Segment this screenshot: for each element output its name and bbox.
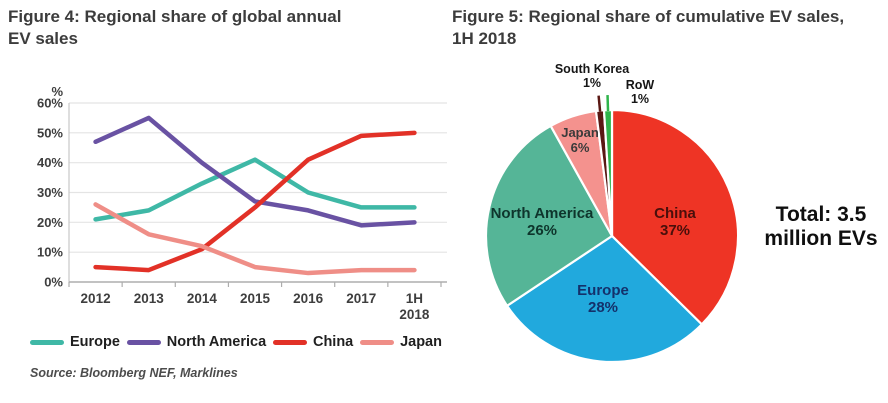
- legend-label-europe: Europe: [70, 334, 120, 350]
- figure4-panel: Figure 4: Regional share of global annua…: [8, 6, 447, 380]
- pie-label-name-south-korea: South Korea: [554, 62, 630, 76]
- x-tick-label-2015: 2015: [240, 291, 271, 306]
- total-annotation: Total: 3.5 million EVs: [764, 203, 877, 251]
- line-series-north-america: [93, 115, 417, 228]
- legend-item-japan: Japan: [360, 334, 442, 350]
- pie-leader-row: [606, 95, 610, 112]
- line-chart: % 0% 10% 20% 30% 40% 50% 60% 2012 2013 2014 2015 201…: [37, 84, 447, 322]
- pie-label-name-china: China: [654, 205, 696, 222]
- legend-item-north-america: North America: [126, 334, 267, 350]
- legend-swatch-europe: [30, 339, 64, 345]
- pie-chart: [484, 95, 740, 364]
- y-tick-label-20-: 20%: [37, 215, 63, 230]
- pie-slice-europe: [506, 234, 703, 364]
- legend-swatch-china: [272, 339, 307, 345]
- line-series-japan: [93, 202, 417, 276]
- legend-label-north-america: North America: [166, 334, 267, 350]
- figure4-title-line1: Figure 4: Regional share of global annua…: [8, 7, 342, 26]
- pie-label-name-north-america: North America: [490, 205, 594, 222]
- source-note: Source: Bloomberg NEF, Marklines: [30, 366, 238, 380]
- y-tick-label-30-: 30%: [37, 185, 63, 200]
- x-tick-label-1h-2018: 1H 2018: [399, 291, 430, 322]
- pie-label-pct-south-korea: 1%: [582, 76, 602, 90]
- legend-swatch-japan: [360, 339, 395, 345]
- pie-label-name-europe: Europe: [577, 282, 629, 299]
- legend-label-japan: Japan: [400, 334, 442, 350]
- legend-item-europe: Europe: [30, 334, 120, 350]
- pie-label-south-korea: South Korea 1%: [555, 62, 629, 90]
- pie-label-pct-north-america: 26%: [526, 221, 558, 239]
- pie-slice-north-america: [484, 124, 614, 307]
- pie-label-europe: Europe 28%: [577, 282, 629, 317]
- chart-legend: Europe North America China Japan: [30, 334, 442, 350]
- x-tick-label-2013: 2013: [134, 291, 165, 306]
- pie-label-name-japan: Japan: [561, 125, 599, 140]
- total-line2: million EVs: [764, 227, 878, 250]
- x-tick-label-2012: 2012: [81, 291, 111, 306]
- y-tick-label-40-: 40%: [37, 155, 63, 170]
- figure5-title-line1: Figure 5: Regional share of cumulative E…: [452, 7, 845, 26]
- pie-slice-china: [610, 108, 740, 326]
- line-series-europe: [93, 157, 417, 222]
- figure5-title-line2: 1H 2018: [452, 29, 517, 48]
- legend-swatch-north-america: [126, 339, 161, 345]
- y-axis-unit: %: [51, 84, 63, 99]
- x-tick-label-2014: 2014: [187, 291, 218, 306]
- y-tick-label-60-: 60%: [37, 96, 63, 111]
- x-tick-label-2017: 2017: [346, 291, 376, 306]
- pie-label-pct-japan: 6%: [570, 139, 590, 155]
- figure4-title-line2: EV sales: [8, 29, 78, 48]
- legend-item-china: China: [272, 334, 354, 350]
- pie-label-row: RoW 1%: [626, 78, 654, 106]
- pie-label-pct-row: 1%: [630, 92, 650, 106]
- y-tick-label-50-: 50%: [37, 125, 63, 140]
- pie-label-pct-europe: 28%: [587, 298, 619, 316]
- legend-label-china: China: [312, 334, 354, 350]
- y-tick-label-0-: 0%: [44, 275, 63, 290]
- figure4-title: Figure 4: Regional share of global annua…: [8, 6, 438, 50]
- y-tick-label-10-: 10%: [37, 245, 63, 260]
- pie-leader-south-korea: [597, 95, 602, 112]
- pie-label-japan: Japan 6%: [561, 125, 599, 155]
- total-line1: Total: 3.5: [775, 203, 867, 226]
- pie-label-china: China 37%: [654, 205, 696, 240]
- figure5-panel: Figure 5: Regional share of cumulative E…: [444, 0, 888, 403]
- line-series-china: [93, 130, 417, 273]
- pie-label-pct-china: 37%: [659, 221, 691, 239]
- x-tick-label-2016: 2016: [293, 291, 324, 306]
- figure5-title: Figure 5: Regional share of cumulative E…: [452, 6, 882, 50]
- pie-label-north-america: North America 26%: [490, 205, 594, 240]
- pie-label-name-row: RoW: [625, 78, 655, 92]
